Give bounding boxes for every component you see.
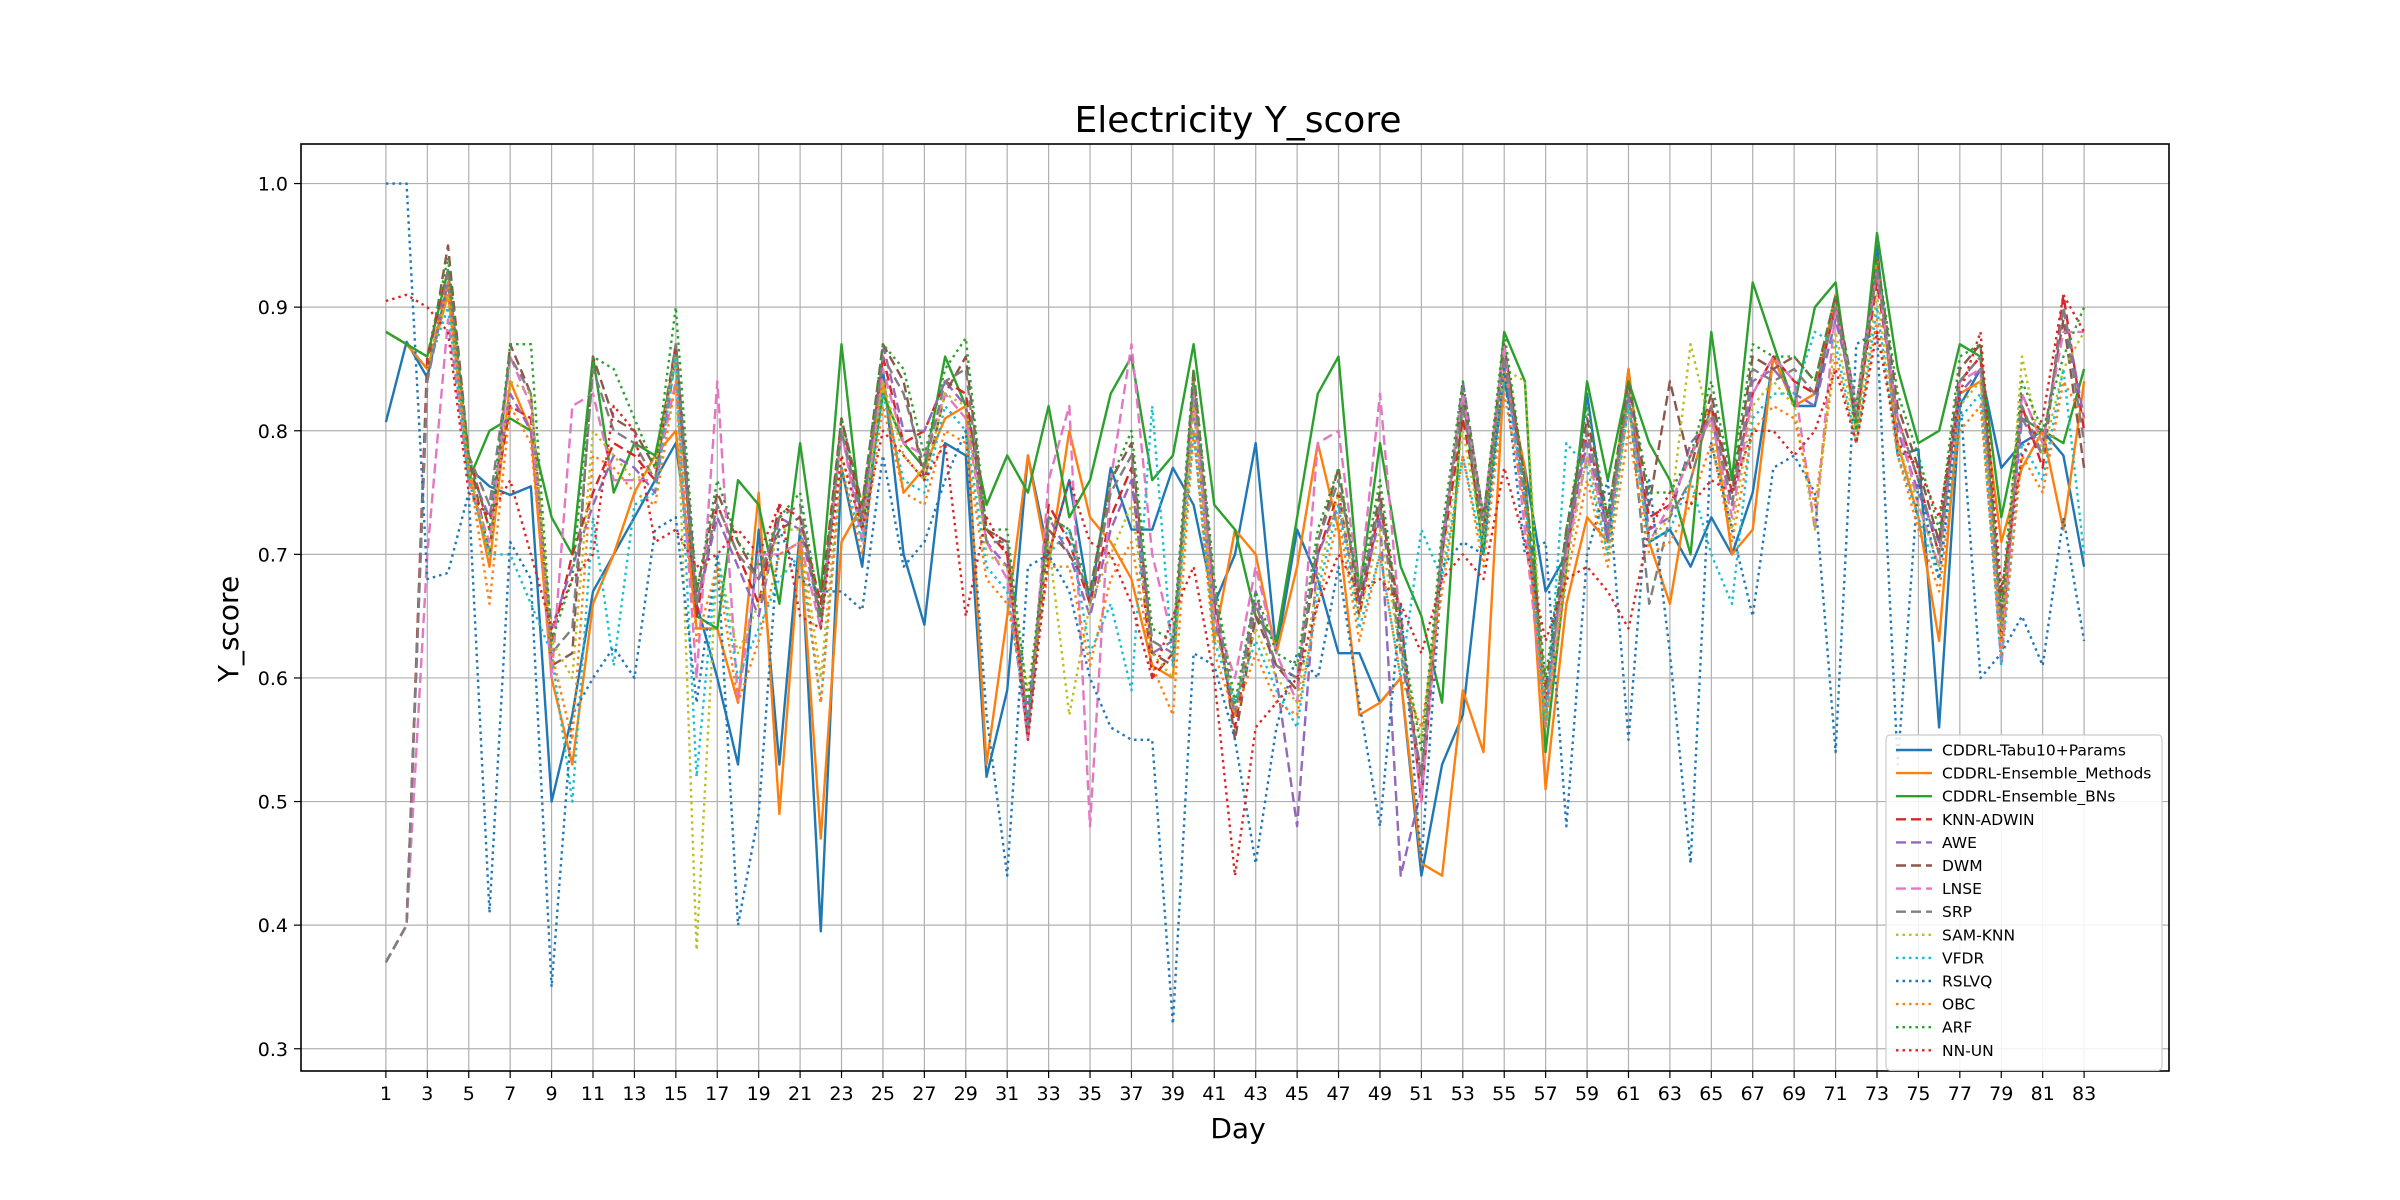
x-tick-label: 59 xyxy=(1575,1083,1599,1105)
y-tick-label: 0.6 xyxy=(258,668,288,690)
x-axis-label: Day xyxy=(1210,1112,1265,1145)
legend-entry-label: RSLVQ xyxy=(1942,973,1992,991)
y-tick-label: 0.9 xyxy=(258,297,288,319)
legend-entry-label: AWE xyxy=(1942,834,1977,852)
legend-entry-label: ARF xyxy=(1942,1019,1972,1037)
legend: CDDRL-Tabu10+Params CDDRL-Ensemble_Method… xyxy=(1885,734,2163,1071)
x-tick-label: 53 xyxy=(1451,1083,1475,1105)
y-tick-label: 0.5 xyxy=(258,792,288,814)
x-tick-label: 83 xyxy=(2072,1083,2096,1105)
x-tick-label: 63 xyxy=(1658,1083,1682,1105)
chart-title: Electricity Y_score xyxy=(1075,100,1402,141)
legend-entry-label: LNSE xyxy=(1942,880,1982,898)
x-tick-label: 11 xyxy=(581,1083,605,1105)
x-tick-label: 57 xyxy=(1534,1083,1558,1105)
plot-area-frame xyxy=(300,143,2170,1072)
legend-entry-label: CDDRL-Tabu10+Params xyxy=(1942,742,2126,760)
x-tick-label: 41 xyxy=(1202,1083,1226,1105)
legend-entry-label: DWM xyxy=(1942,857,1983,875)
axis-ticks: 1 3 5 7 9 11 13 15 17 19 21 23 25 27 29 31 33 35 37 39 41 43 4… xyxy=(258,174,2096,1105)
x-tick-label: 55 xyxy=(1492,1083,1516,1105)
legend-entry-label: SRP xyxy=(1942,903,1972,921)
series-line xyxy=(385,293,2086,952)
x-tick-label: 29 xyxy=(954,1083,978,1105)
x-tick-label: 45 xyxy=(1285,1083,1309,1105)
x-tick-label: 73 xyxy=(1865,1083,1889,1105)
y-tick-label: 0.8 xyxy=(258,421,288,443)
y-tick-label: 0.7 xyxy=(258,544,288,566)
x-tick-label: 1 xyxy=(380,1083,392,1105)
x-tick-label: 75 xyxy=(1906,1083,1930,1105)
y-tick-label: 0.3 xyxy=(258,1039,288,1061)
x-tick-label: 65 xyxy=(1699,1083,1723,1105)
legend-entry-label: OBC xyxy=(1942,996,1975,1014)
legend-box xyxy=(1885,734,2163,1071)
legend-entry-label: KNN-ADWIN xyxy=(1942,811,2035,829)
x-tick-label: 33 xyxy=(1037,1083,1061,1105)
legend-entry-label: CDDRL-Ensemble_BNs xyxy=(1942,788,2115,807)
y-tick-label: 1.0 xyxy=(258,174,288,196)
series-line xyxy=(385,293,2086,877)
y-axis-label: Y_score xyxy=(212,576,245,683)
x-tick-label: 5 xyxy=(463,1083,475,1105)
series-line xyxy=(385,182,2086,1026)
series-line xyxy=(384,244,2086,963)
x-tick-label: 49 xyxy=(1368,1083,1392,1105)
legend-entry-label: VFDR xyxy=(1942,949,1984,967)
x-tick-label: 47 xyxy=(1326,1083,1350,1105)
x-tick-label: 13 xyxy=(622,1083,646,1105)
x-tick-label: 21 xyxy=(788,1083,812,1105)
series-line xyxy=(384,268,2085,963)
x-tick-label: 79 xyxy=(1989,1083,2013,1105)
x-tick-label: 81 xyxy=(2031,1083,2055,1105)
x-tick-label: 9 xyxy=(546,1083,558,1105)
x-tick-label: 15 xyxy=(664,1083,688,1105)
series-lines xyxy=(384,182,2086,1026)
x-tick-label: 37 xyxy=(1119,1083,1143,1105)
x-tick-label: 71 xyxy=(1823,1083,1847,1105)
x-tick-label: 77 xyxy=(1948,1083,1972,1105)
series-line xyxy=(385,281,2086,741)
series-line xyxy=(384,244,2086,933)
legend-entry-label: CDDRL-Ensemble_Methods xyxy=(1942,765,2151,784)
x-tick-label: 3 xyxy=(421,1083,433,1105)
x-tick-label: 51 xyxy=(1409,1083,1433,1105)
x-tick-label: 67 xyxy=(1741,1083,1765,1105)
x-tick-label: 61 xyxy=(1616,1083,1640,1105)
x-tick-label: 27 xyxy=(912,1083,936,1105)
x-tick-label: 69 xyxy=(1782,1083,1806,1105)
x-tick-label: 35 xyxy=(1078,1083,1102,1105)
x-tick-label: 17 xyxy=(705,1083,729,1105)
series-line xyxy=(385,256,2086,754)
legend-entry-label: NN-UN xyxy=(1942,1042,1994,1060)
x-tick-label: 19 xyxy=(747,1083,771,1105)
x-tick-label: 39 xyxy=(1161,1083,1185,1105)
x-tick-label: 43 xyxy=(1244,1083,1268,1105)
y-tick-label: 0.4 xyxy=(258,915,288,937)
x-tick-label: 23 xyxy=(829,1083,853,1105)
x-tick-label: 25 xyxy=(871,1083,895,1105)
series-line xyxy=(384,268,2086,963)
x-tick-label: 31 xyxy=(995,1083,1019,1105)
legend-entry-label: SAM-KNN xyxy=(1942,926,2015,944)
x-tick-label: 7 xyxy=(504,1083,516,1105)
